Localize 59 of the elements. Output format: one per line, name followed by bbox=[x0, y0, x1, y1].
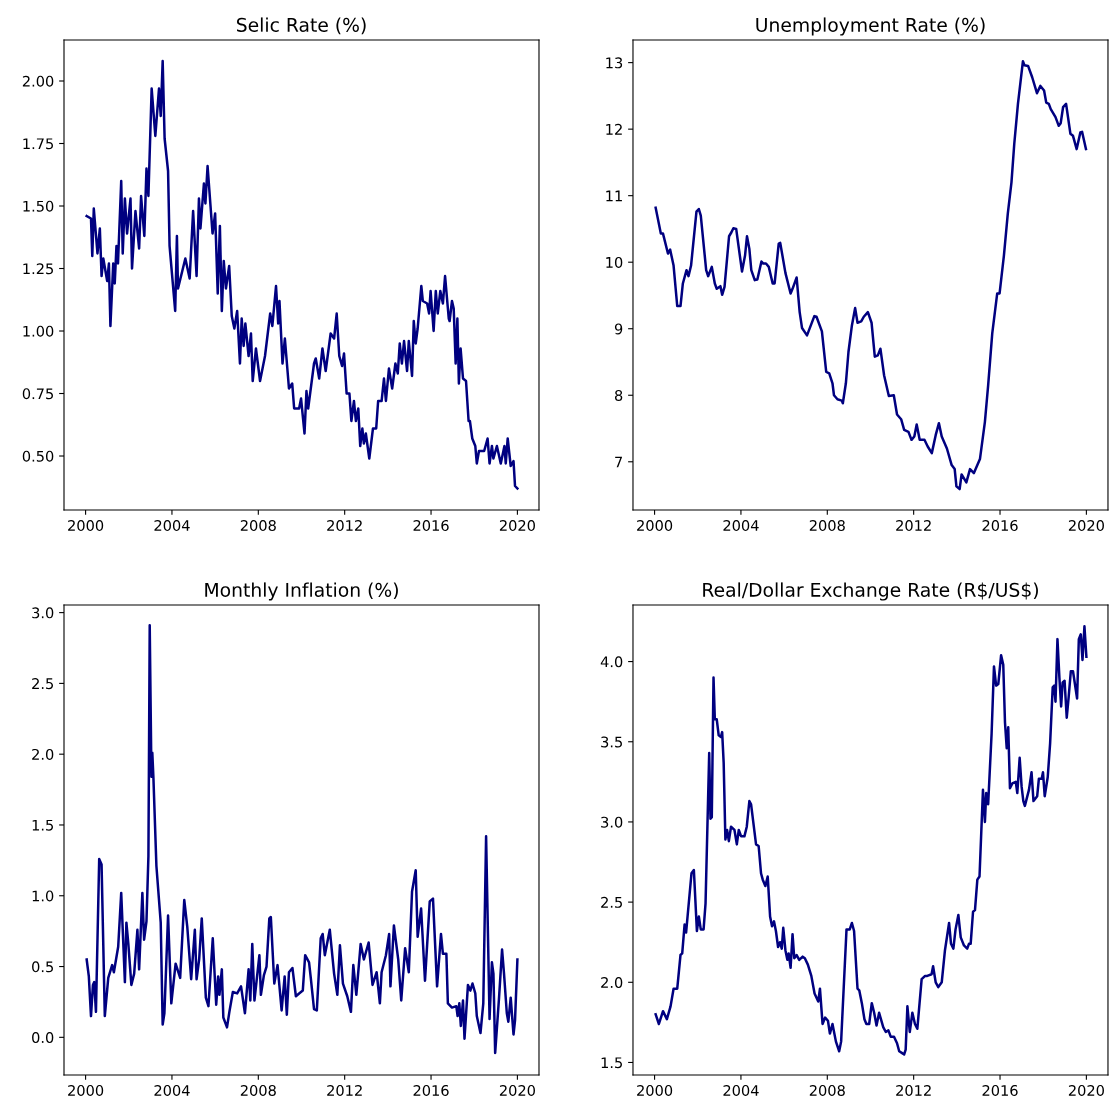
y-tick-label: 3.0 bbox=[601, 816, 623, 828]
x-tick-label: 2008 bbox=[809, 1084, 845, 1096]
line-series bbox=[85, 59, 519, 490]
y-tick-label: 10 bbox=[606, 256, 623, 268]
x-tick-label: 2004 bbox=[154, 1084, 190, 1096]
y-tick-label: 2.0 bbox=[32, 748, 54, 760]
x-tick-label: 2004 bbox=[723, 519, 759, 532]
x-tick-label: 2000 bbox=[637, 519, 673, 532]
x-tick-label: 2000 bbox=[68, 519, 104, 532]
y-tick-label: 2.0 bbox=[601, 977, 623, 989]
y-tick-label: 2.00 bbox=[22, 75, 54, 87]
y-tick-label: 4.0 bbox=[600, 656, 623, 668]
x-tick-label: 2012 bbox=[896, 519, 931, 532]
y-tick-label: 7 bbox=[615, 456, 623, 468]
y-tick-label: 1.75 bbox=[23, 138, 54, 150]
y-tick-label: 1.0 bbox=[32, 890, 54, 902]
y-tick-label: 1.5 bbox=[601, 1057, 622, 1069]
x-tick-label: 2012 bbox=[327, 1084, 362, 1096]
chart-title: Real/Dollar Exchange Rate (R$/US$) bbox=[703, 582, 1038, 601]
x-tick-label: 2016 bbox=[982, 1084, 1018, 1096]
x-tick-label: 2020 bbox=[499, 1084, 535, 1096]
y-tick-label: 1.25 bbox=[23, 263, 54, 275]
x-tick-label: 2008 bbox=[240, 519, 276, 532]
y-tick-label: 0.0 bbox=[32, 1032, 54, 1044]
y-tick-label: 11 bbox=[606, 190, 622, 202]
chart-title: Unemployment Rate (%) bbox=[756, 17, 985, 36]
y-tick-label: 0.5 bbox=[32, 961, 54, 973]
x-tick-label: 2020 bbox=[1068, 519, 1104, 532]
x-tick-label: 2020 bbox=[1068, 1084, 1104, 1096]
line-series bbox=[654, 625, 1088, 1056]
chart-title: Monthly Inflation (%) bbox=[205, 582, 398, 601]
y-tick-label: 1.5 bbox=[32, 819, 54, 831]
x-tick-label: 2000 bbox=[68, 1084, 104, 1096]
x-tick-label: 2008 bbox=[809, 519, 845, 532]
x-tick-label: 2016 bbox=[982, 519, 1018, 532]
y-tick-label: 1.50 bbox=[23, 200, 54, 212]
y-tick-label: 12 bbox=[606, 123, 622, 135]
y-tick-label: 1.00 bbox=[23, 325, 54, 337]
chart-title: Selic Rate (%) bbox=[236, 17, 366, 35]
x-tick-label: 2012 bbox=[327, 519, 362, 532]
line-series bbox=[85, 624, 519, 1055]
y-tick-label: 3.5 bbox=[601, 736, 622, 748]
x-tick-label: 2004 bbox=[154, 519, 190, 532]
y-tick-label: 3.0 bbox=[32, 607, 54, 619]
y-tick-label: 0.50 bbox=[22, 450, 54, 462]
line-series bbox=[654, 60, 1088, 491]
x-tick-label: 2016 bbox=[413, 1084, 449, 1096]
x-tick-label: 2016 bbox=[413, 519, 449, 532]
y-tick-label: 9 bbox=[614, 323, 623, 335]
y-tick-label: 8 bbox=[614, 389, 623, 401]
y-tick-label: 2.5 bbox=[32, 678, 54, 690]
y-tick-label: 2.5 bbox=[601, 896, 622, 908]
y-tick-label: 13 bbox=[606, 57, 623, 69]
x-tick-label: 2008 bbox=[240, 1084, 276, 1096]
x-tick-label: 2020 bbox=[499, 519, 535, 532]
x-tick-label: 2012 bbox=[896, 1084, 931, 1096]
x-tick-label: 2000 bbox=[637, 1084, 673, 1096]
y-tick-label: 0.75 bbox=[22, 388, 54, 400]
x-tick-label: 2004 bbox=[723, 1084, 759, 1096]
